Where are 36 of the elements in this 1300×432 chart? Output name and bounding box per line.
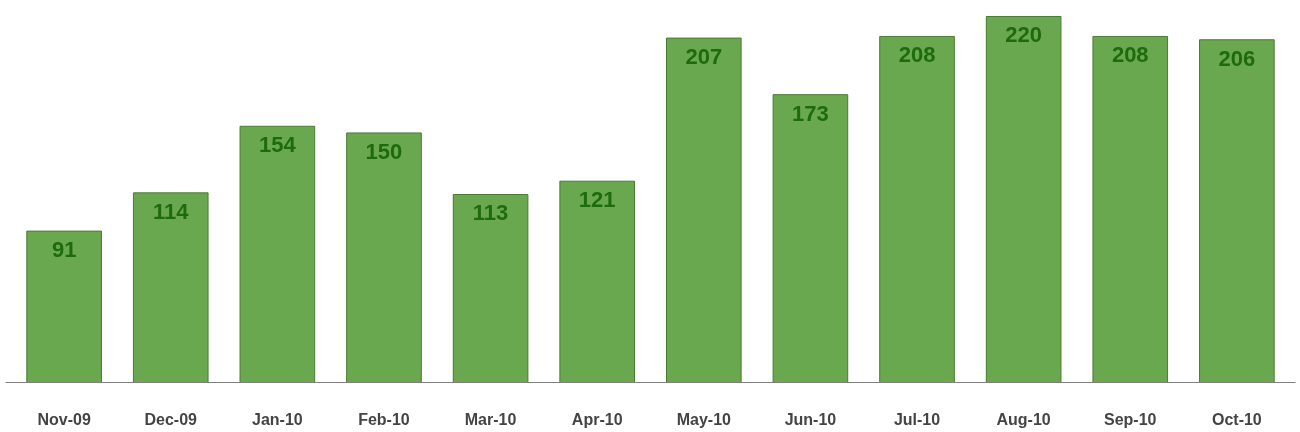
data-label: 114: [153, 198, 190, 224]
data-label: 207: [685, 44, 723, 70]
x-tick-label: Feb-10: [358, 410, 410, 428]
x-tick-label: Jul-10: [893, 410, 941, 428]
data-label: 208: [1111, 42, 1149, 68]
bar: [985, 15, 1062, 383]
bar: [772, 94, 849, 383]
x-tick-label: Jun-10: [784, 410, 837, 428]
bar: [665, 37, 742, 383]
x-tick-label: Apr-10: [571, 410, 623, 428]
x-tick-label: Aug-10: [996, 410, 1051, 428]
x-tick-label: May-10: [676, 410, 732, 428]
data-label: 206: [1218, 45, 1256, 71]
data-label: 121: [578, 187, 616, 213]
data-label: 113: [472, 200, 509, 226]
data-label: 220: [1005, 22, 1043, 48]
data-label: 173: [792, 100, 829, 126]
bar: [346, 132, 422, 383]
bar: [1199, 39, 1275, 383]
bar: [452, 194, 529, 383]
bar: [1092, 35, 1169, 383]
bar: [239, 125, 316, 383]
bar: [559, 180, 636, 383]
data-label: 91: [51, 237, 77, 263]
x-tick-label: Sep-10: [1104, 410, 1157, 428]
data-label: 150: [365, 138, 403, 164]
bar: [132, 192, 209, 383]
x-tick-label: Mar-10: [464, 410, 517, 428]
x-tick-label: Dec-09: [144, 410, 198, 428]
x-tick-label: Oct-10: [1211, 410, 1262, 428]
data-label: 208: [898, 42, 936, 68]
x-tick-label: Nov-09: [37, 410, 91, 428]
x-tick-label: Jan-10: [252, 410, 303, 428]
bar: [879, 35, 955, 383]
data-label: 154: [259, 132, 297, 158]
bar: [26, 230, 102, 383]
